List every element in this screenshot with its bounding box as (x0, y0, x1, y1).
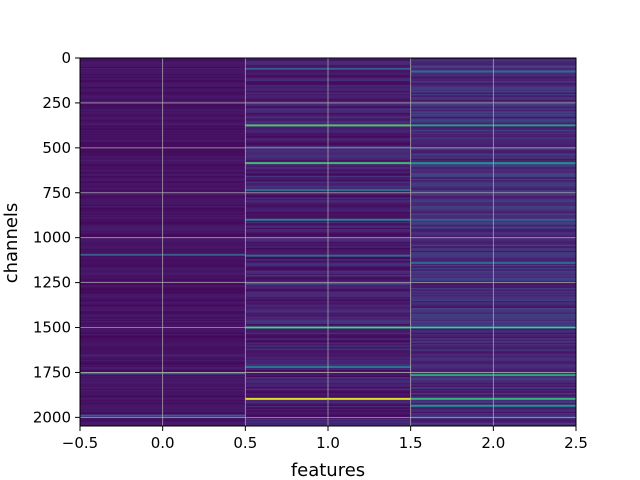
x-tick-label: 0.5 (233, 434, 257, 452)
x-tick-label: 0.0 (151, 434, 175, 452)
y-tick-label: 500 (42, 139, 71, 157)
y-tick-label: 1500 (33, 319, 71, 337)
y-tick-label: 750 (42, 184, 71, 202)
plot-area (79, 57, 577, 427)
y-tick-label: 250 (42, 94, 71, 112)
x-tick-label: 1.0 (316, 434, 340, 452)
y-axis-label: channels (1, 203, 22, 284)
y-tick-label: 0 (61, 49, 71, 67)
x-tick-label: 1.5 (399, 434, 423, 452)
y-tick-label: 1750 (33, 363, 71, 381)
x-tick-label: 2.5 (564, 434, 588, 452)
y-tick-label: 2000 (33, 408, 71, 426)
x-axis-label: features (291, 460, 365, 480)
x-axis: −0.5 0.0 0.5 1.0 1.5 2.0 2.5 (62, 426, 588, 452)
x-tick-label: −0.5 (62, 434, 98, 452)
y-tick-label: 1000 (33, 229, 71, 247)
y-tick-label: 1250 (33, 274, 71, 292)
y-axis: 0 250 500 750 1000 1250 1500 1750 2000 (33, 49, 80, 426)
x-tick-label: 2.0 (481, 434, 505, 452)
